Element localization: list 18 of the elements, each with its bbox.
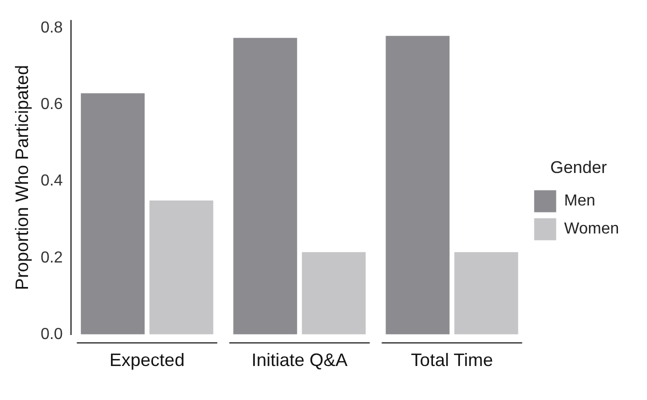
y-axis-title: Proportion Who Participated [12, 64, 32, 290]
y-tick-label: 0.0 [40, 326, 63, 343]
x-tick-label: Total Time [410, 350, 493, 370]
x-tick-label: Initiate Q&A [251, 350, 348, 370]
legend-label: Women [564, 220, 620, 238]
y-tick-label: 0.6 [40, 96, 63, 114]
bar [386, 36, 450, 334]
bar [149, 200, 214, 334]
bar [454, 252, 518, 334]
y-tick-label: 0.8 [40, 20, 63, 37]
x-tick-label: Expected [110, 350, 185, 370]
bar [80, 93, 145, 334]
bar [233, 38, 298, 334]
y-tick-label: 0.4 [40, 172, 63, 190]
legend-label: Men [564, 192, 596, 210]
legend-title: Gender [550, 158, 608, 177]
bar [302, 252, 366, 334]
y-tick-label: 0.2 [40, 249, 63, 266]
